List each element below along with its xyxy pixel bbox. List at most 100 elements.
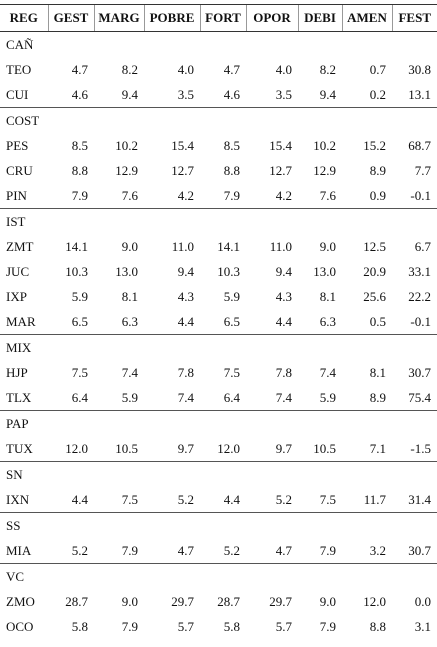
cell-value: 30.7 <box>408 542 431 558</box>
data-row: IXP 5.9 8.1 4.3 5.9 4.3 8.1 25.6 22.2 <box>0 284 437 309</box>
cell-value: 6.3 <box>121 313 138 329</box>
cell-value: 22.2 <box>408 288 431 304</box>
cell-value: 12.7 <box>171 162 194 178</box>
row-label: JUC <box>6 263 30 279</box>
page: REG GEST MARG POBRE FORT OPOR DEBI AMEN FEST CAÑ… <box>0 4 437 647</box>
cell-value: 33.1 <box>408 263 431 279</box>
cell-value: 7.8 <box>275 364 292 380</box>
cell-value: 5.9 <box>121 389 138 405</box>
group-label: CAÑ <box>6 36 34 52</box>
cell-value: 7.9 <box>121 542 138 558</box>
group-row: SS <box>0 512 437 538</box>
cell-value: 7.4 <box>121 364 138 380</box>
data-row: CRU 8.8 12.9 12.7 8.8 12.7 12.9 8.9 7.7 <box>0 158 437 183</box>
cell-value: 9.0 <box>319 238 336 254</box>
cell-value: 6.5 <box>223 313 240 329</box>
row-label: IXP <box>6 288 27 304</box>
cell-value: 7.1 <box>369 440 386 456</box>
group-label: MIX <box>0 334 437 360</box>
cell-value: 4.6 <box>223 86 240 102</box>
cell-value: 10.3 <box>65 263 88 279</box>
cell-value: 7.6 <box>319 187 336 203</box>
cell-value: 0.0 <box>414 593 431 609</box>
cell-value: 8.8 <box>369 618 386 634</box>
cell-value: 13.1 <box>408 86 431 102</box>
cell-value: 68.7 <box>408 137 431 153</box>
cell-value: 5.8 <box>223 618 240 634</box>
row-label: TLX <box>6 389 32 405</box>
cell-value: 7.6 <box>121 187 138 203</box>
cell-value: 12.0 <box>217 440 240 456</box>
cell-value: 3.1 <box>414 618 431 634</box>
data-row: ZMO 28.7 9.0 29.7 28.7 29.7 9.0 12.0 0.0 <box>0 589 437 614</box>
cell-value: 4.4 <box>177 313 194 329</box>
cell-value: 11.0 <box>269 238 292 254</box>
column-header: REG <box>0 4 48 32</box>
data-row: JUC 10.3 13.0 9.4 10.3 9.4 13.0 20.9 33.1 <box>0 259 437 284</box>
cell-value: 5.2 <box>223 542 240 558</box>
cell-value: 9.7 <box>275 440 292 456</box>
cell-value: 29.7 <box>171 593 194 609</box>
cell-value: 28.7 <box>217 593 240 609</box>
cell-value: 11.7 <box>363 491 386 507</box>
row-label: TUX <box>6 440 33 456</box>
cell-value: 5.9 <box>319 389 336 405</box>
cell-value: 0.2 <box>369 86 386 102</box>
data-row: ZMT 14.1 9.0 11.0 14.1 11.0 9.0 12.5 6.7 <box>0 234 437 259</box>
data-row: CUI 4.6 9.4 3.5 4.6 3.5 9.4 0.2 13.1 <box>0 82 437 108</box>
cell-value: 7.4 <box>177 389 194 405</box>
row-label: TEO <box>6 61 32 77</box>
row-label: IXN <box>6 491 30 507</box>
cell-value: 4.0 <box>177 61 194 77</box>
cell-value: 7.9 <box>223 187 240 203</box>
cell-value: 9.4 <box>275 263 292 279</box>
cell-value: 15.2 <box>363 137 386 153</box>
cell-value: 3.5 <box>177 86 194 102</box>
group-row: SN <box>0 461 437 487</box>
cell-value: 7.4 <box>319 364 336 380</box>
group-label: PAP <box>0 410 437 436</box>
cell-value: 4.0 <box>275 61 292 77</box>
cell-value: 14.1 <box>217 238 240 254</box>
cell-value: 12.9 <box>115 162 138 178</box>
cell-value: 8.5 <box>223 137 240 153</box>
cell-value: 10.5 <box>313 440 336 456</box>
cell-value: 5.2 <box>275 491 292 507</box>
cell-value: 4.7 <box>275 542 292 558</box>
cell-value: 8.8 <box>71 162 88 178</box>
cell-value: 4.2 <box>177 187 194 203</box>
row-label: ZMT <box>6 238 34 254</box>
data-row: IXN 4.4 7.5 5.2 4.4 5.2 7.5 11.7 31.4 <box>0 487 437 513</box>
column-header: DEBI <box>297 4 342 32</box>
cell-value: 4.4 <box>275 313 292 329</box>
group-label: COST <box>0 107 437 133</box>
cell-value: 13.0 <box>313 263 336 279</box>
cell-value: 12.5 <box>363 238 386 254</box>
column-header: GEST <box>47 4 94 32</box>
cell-value: 0.7 <box>369 61 386 77</box>
cell-value: 8.9 <box>369 162 386 178</box>
cell-value: 0.9 <box>369 187 386 203</box>
cell-value: 7.9 <box>71 187 88 203</box>
cell-value: 5.9 <box>223 288 240 304</box>
cell-value: 15.4 <box>171 137 194 153</box>
data-row: HJP 7.5 7.4 7.8 7.5 7.8 7.4 8.1 30.7 <box>0 360 437 385</box>
cell-value: 4.3 <box>275 288 292 304</box>
cell-value: 20.9 <box>363 263 386 279</box>
cell-value: 4.4 <box>223 491 240 507</box>
cell-value: 30.7 <box>408 364 431 380</box>
cell-value: 5.7 <box>275 618 292 634</box>
cell-value: 4.7 <box>223 61 240 77</box>
group-row: COST <box>0 107 437 133</box>
column-header: FORT <box>199 4 246 32</box>
data-row: MAR 6.5 6.3 4.4 6.5 4.4 6.3 0.5 -0.1 <box>0 309 437 335</box>
cell-value: 6.3 <box>319 313 336 329</box>
row-label: MIA <box>6 542 32 558</box>
cell-value: 5.2 <box>71 542 88 558</box>
cell-value: 8.5 <box>71 137 88 153</box>
cell-value: 10.2 <box>313 137 336 153</box>
column-header: MARG <box>93 4 144 32</box>
column-header: AMEN <box>341 4 392 32</box>
cell-value: -1.5 <box>410 440 431 456</box>
cell-value: 12.0 <box>65 440 88 456</box>
